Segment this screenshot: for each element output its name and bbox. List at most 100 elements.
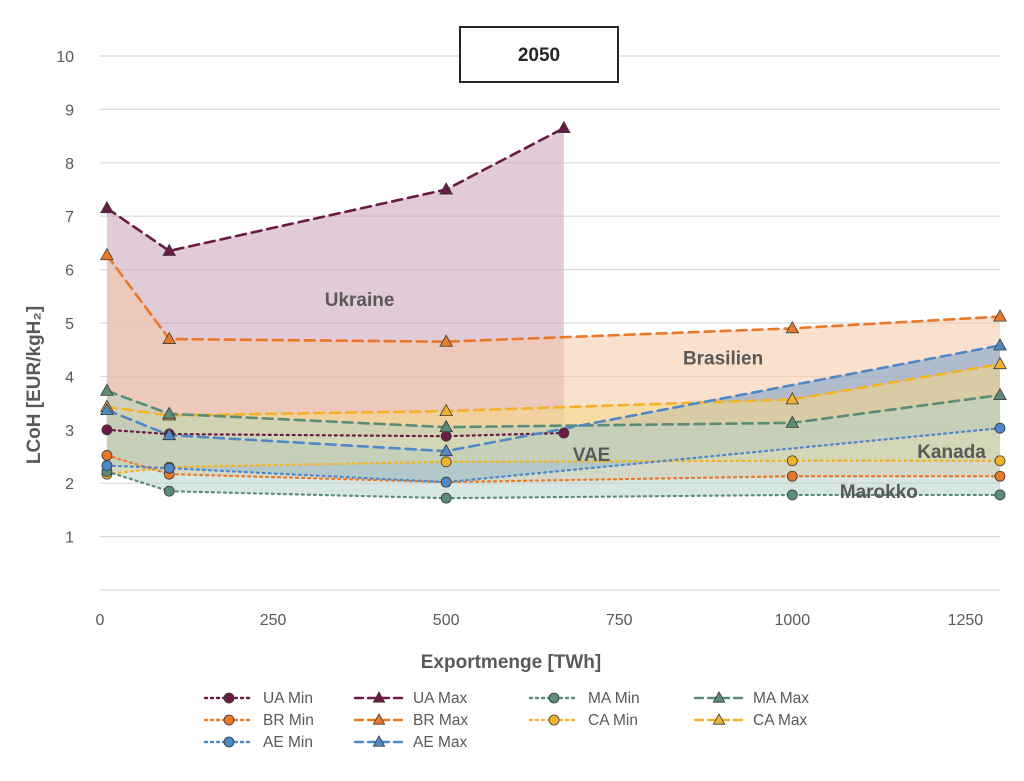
legend-label: AE Max xyxy=(413,734,468,751)
legend-label: MA Max xyxy=(753,690,809,707)
legend-triangle-marker xyxy=(372,691,386,703)
legend-circle-marker xyxy=(548,692,560,704)
legend-circle-marker xyxy=(548,714,560,726)
marker-br-max xyxy=(785,321,800,334)
marker-ua-min xyxy=(558,427,570,439)
marker-br-min xyxy=(101,450,113,461)
x-tick-label: 250 xyxy=(260,612,287,629)
marker-ma-max xyxy=(439,419,454,433)
region-label-ae: VAE xyxy=(573,445,611,466)
region-label-ca: Kanada xyxy=(917,442,986,463)
line-ca-min xyxy=(105,459,1002,476)
marker-ua-max xyxy=(439,182,454,195)
legend-circle-marker xyxy=(223,692,235,704)
marker-ma-max xyxy=(785,415,800,428)
legend-circle-marker xyxy=(223,736,235,748)
legend-item: BR Max xyxy=(353,712,468,729)
y-tick-label: 3 xyxy=(65,423,74,440)
y-tick-label: 4 xyxy=(65,369,74,386)
marker-ae-min xyxy=(440,476,452,488)
marker-br-max xyxy=(162,331,177,344)
marker-ma-max xyxy=(993,387,1007,401)
marker-ae-min xyxy=(994,422,1006,434)
marker-ca-min xyxy=(440,456,452,468)
x-tick-label: 1250 xyxy=(948,612,984,629)
y-tick-label: 8 xyxy=(65,156,74,173)
y-tick-label: 10 xyxy=(56,49,74,66)
marker-ma-min xyxy=(994,489,1006,501)
region-labels: Ukraine Brasilien VAE Kanada Marokko xyxy=(325,290,987,503)
x-tick-label: 750 xyxy=(606,612,633,629)
legend-item: CA Max xyxy=(693,712,808,729)
marker-ua-min xyxy=(440,430,452,442)
marker-ma-max xyxy=(162,406,177,419)
legend-item: AE Min xyxy=(203,734,313,751)
marker-ae-max xyxy=(100,402,114,415)
marker-ua-max xyxy=(100,200,114,214)
line-ua-min xyxy=(105,428,565,438)
marker-ua-min xyxy=(101,424,113,436)
x-tick-label: 0 xyxy=(96,612,105,629)
marker-ca-max xyxy=(785,392,800,405)
legend-circle-marker xyxy=(223,714,235,726)
marker-ca-min xyxy=(786,455,798,467)
line-ae-min xyxy=(105,427,1002,484)
line-ua-max xyxy=(105,126,566,253)
legend-triangle-marker xyxy=(372,713,386,725)
marker-ca-max xyxy=(993,356,1007,370)
legend-item: MA Min xyxy=(528,690,640,707)
band-areas xyxy=(106,128,1000,499)
y-tick-label: 5 xyxy=(65,316,74,333)
title-box: 2050 xyxy=(459,26,619,83)
x-tick-label: 1000 xyxy=(775,612,811,629)
legend-triangle-marker xyxy=(712,713,726,725)
marker-ae-max xyxy=(162,427,177,441)
legend-label: MA Min xyxy=(588,690,640,707)
legend-label: BR Max xyxy=(413,712,468,729)
legend-label: CA Min xyxy=(588,712,638,729)
marker-ma-min xyxy=(440,492,452,504)
legend-label: AE Min xyxy=(263,734,313,751)
marker-br-min xyxy=(786,470,798,482)
y-tick-label: 1 xyxy=(65,530,74,547)
marker-ae-max xyxy=(439,443,454,457)
marker-br-max xyxy=(993,309,1007,322)
marker-ma-min xyxy=(163,485,175,497)
marker-ma-min xyxy=(786,489,798,501)
marker-ca-max xyxy=(439,403,454,417)
region-label-br: Brasilien xyxy=(683,349,763,370)
y-tick-label: 7 xyxy=(65,209,74,226)
marker-ua-max xyxy=(162,243,177,256)
legend-label: CA Max xyxy=(753,712,808,729)
legend-item: AE Max xyxy=(353,734,468,751)
region-label-ma: Marokko xyxy=(840,482,918,503)
region-label-ua: Ukraine xyxy=(325,290,395,311)
marker-ae-max xyxy=(993,338,1007,351)
legend-item: MA Max xyxy=(693,690,809,707)
legend-item: UA Max xyxy=(353,690,468,707)
legend-item: CA Min xyxy=(528,712,638,729)
marker-ae-min xyxy=(163,462,175,474)
marker-br-min xyxy=(994,470,1006,482)
legend-label: BR Min xyxy=(263,712,314,729)
line-ae-max xyxy=(105,344,1002,453)
line-br-max xyxy=(105,253,1002,343)
chart-title: 2050 xyxy=(518,45,560,66)
y-axis-title: LCoH [EUR/kgH₂] xyxy=(24,306,45,464)
marker-ma-max xyxy=(100,383,114,396)
legend-item: UA Min xyxy=(203,690,313,707)
marker-ca-min xyxy=(994,455,1006,467)
marker-ua-max xyxy=(556,120,571,134)
marker-ae-min xyxy=(101,460,113,471)
band-ma xyxy=(106,390,1000,499)
legend-triangle-marker xyxy=(712,691,726,703)
legend: UA Min UA Max MA Min MA Max BR Min BR Max CA M… xyxy=(203,690,809,751)
legend-label: UA Min xyxy=(263,690,313,707)
x-axis-title: Exportmenge [TWh] xyxy=(421,652,602,673)
legend-item: BR Min xyxy=(203,712,314,729)
marker-br-max xyxy=(100,247,114,261)
legend-triangle-marker xyxy=(372,735,386,747)
y-tick-label: 9 xyxy=(65,102,74,119)
title-frame xyxy=(459,26,619,83)
